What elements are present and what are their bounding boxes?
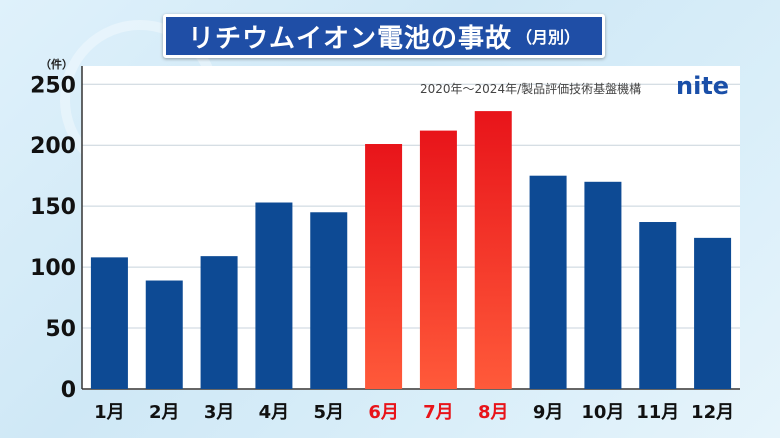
y-tick-label: 250 (30, 73, 76, 98)
bar-12 (694, 237, 732, 389)
plot-area (82, 66, 740, 390)
bar-11 (639, 222, 677, 389)
bar-8 (474, 111, 512, 389)
chart-title-sub: （月別） (516, 28, 581, 47)
bar-5 (310, 212, 348, 389)
x-tick-label: 6月 (368, 402, 399, 423)
bar-4 (255, 202, 293, 389)
x-tick-label: 1月 (94, 402, 125, 423)
bar-3 (200, 256, 238, 389)
bar-2 (145, 280, 183, 389)
x-tick-label: 3月 (204, 402, 235, 423)
bar-7 (419, 130, 457, 389)
x-tick-label: 11月 (636, 402, 679, 423)
bar-9 (529, 175, 567, 389)
x-tick-label: 5月 (313, 402, 344, 423)
x-tick-label: 7月 (423, 402, 454, 423)
chart-title-main: リチウムイオン電池の事故 (187, 23, 512, 54)
x-tick-label: 10月 (581, 402, 624, 423)
bar-6 (365, 144, 403, 389)
bar-10 (584, 181, 622, 389)
source-note: 2020年～2024年/製品評価技術基盤機構 (420, 82, 642, 96)
x-tick-label: 12月 (691, 402, 734, 423)
x-tick-label: 9月 (533, 402, 564, 423)
y-tick-label: 150 (30, 195, 76, 220)
x-tick-label: 8月 (478, 402, 509, 423)
y-tick-label: 100 (30, 256, 76, 281)
chart-title: リチウムイオン電池の事故 （月別） (163, 14, 605, 58)
nite-logo: nite (676, 72, 730, 100)
y-tick-label: 200 (30, 134, 76, 159)
bar-1 (90, 257, 128, 389)
y-tick-label: 50 (45, 317, 76, 342)
y-tick-label: 0 (61, 378, 76, 403)
x-tick-label: 4月 (259, 402, 290, 423)
y-axis-unit-label: （件） (40, 58, 73, 71)
x-tick-label: 2月 (149, 402, 180, 423)
